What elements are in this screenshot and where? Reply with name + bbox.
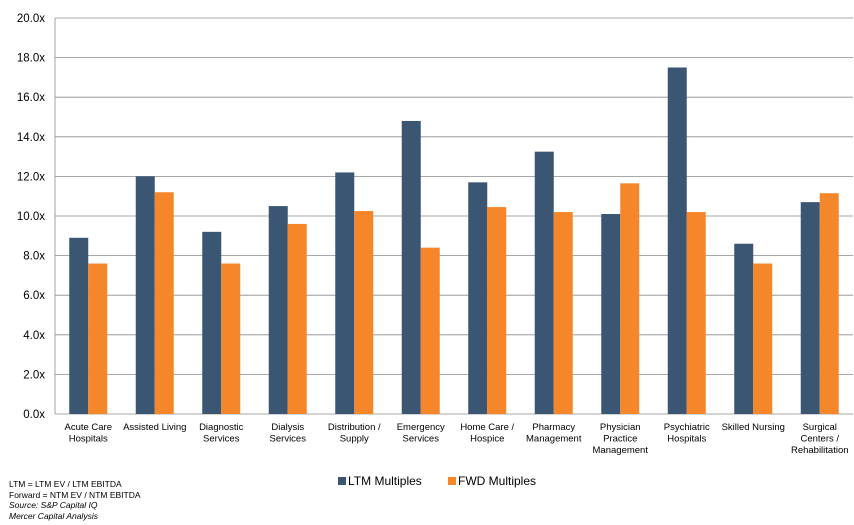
y-tick-label: 16.0x xyxy=(17,92,45,104)
y-tick-label: 12.0x xyxy=(17,171,45,183)
footnote-analysis: Mercer Capital Analysis xyxy=(9,510,98,521)
bar-ltm xyxy=(534,151,554,414)
x-tick-label: Home Care / Hospice xyxy=(460,422,514,445)
y-tick-label: 6.0x xyxy=(23,290,45,302)
bar-fwd xyxy=(620,183,640,414)
bar-fwd xyxy=(686,212,706,414)
bar-fwd xyxy=(553,212,573,414)
bar-ltm xyxy=(202,231,222,414)
bar-ltm xyxy=(601,214,621,414)
bar-ltm xyxy=(667,67,687,414)
footnote-source: Source: S&P Capital IQ xyxy=(9,500,98,510)
legend-swatch-ltm xyxy=(338,477,346,485)
y-tick-label: 10.0x xyxy=(17,211,45,223)
x-tick-label: Pharmacy Management xyxy=(526,422,582,445)
x-tick-label: Physician Practice Management xyxy=(593,422,649,456)
legend-swatch-fwd xyxy=(448,477,456,485)
legend-label-ltm: LTM Multiples xyxy=(348,474,422,488)
y-tick-label: 4.0x xyxy=(23,330,45,342)
bar-fwd xyxy=(221,263,241,414)
bar-fwd xyxy=(88,263,108,414)
y-tick-label: 18.0x xyxy=(17,53,45,65)
bar-fwd xyxy=(287,223,307,414)
y-tick-label: 14.0x xyxy=(17,132,45,144)
x-tick-label: Psychiatric Hospitals xyxy=(664,422,710,445)
bar-ltm xyxy=(734,243,754,414)
y-tick-label: 8.0x xyxy=(23,251,45,263)
x-tick-label: Dialysis Services xyxy=(270,422,307,445)
footnote-forward-definition: Forward = NTM EV / NTM EBITDA xyxy=(9,489,141,500)
x-tick-label: Emergency Services xyxy=(397,422,445,445)
bar-ltm xyxy=(69,237,89,414)
bar-fwd xyxy=(154,192,174,414)
x-tick-label: Assisted Living xyxy=(123,422,186,433)
bar-fwd xyxy=(753,263,773,414)
legend-item-ltm: LTM Multiples xyxy=(338,474,422,488)
bar-fwd xyxy=(487,207,507,414)
x-axis: Acute Care Hospitals Assisted Living Diagno… xyxy=(64,422,848,456)
y-tick-label: 0.0x xyxy=(23,409,45,421)
y-axis: 0.0x 2.0x 4.0x 6.0x 8.0x 10.0x 12.0x 14.0x 16.0x… xyxy=(17,13,56,421)
legend-item-fwd: FWD Multiples xyxy=(448,474,536,488)
footnote-ltm-definition: LTM = LTM EV / LTM EBITDA xyxy=(9,479,122,489)
x-tick-label: Skilled Nursing xyxy=(722,422,785,433)
footnotes: LTM = LTM EV / LTM EBITDA Forward = NTM … xyxy=(9,479,141,521)
x-tick-label: Acute Care Hospitals xyxy=(64,422,112,445)
gridlines xyxy=(55,17,853,415)
bar-fwd xyxy=(354,211,374,414)
x-tick-label: Surgical Centers / Rehabilitation xyxy=(791,422,849,456)
y-tick-label: 2.0x xyxy=(23,369,45,381)
bar-ltm xyxy=(468,182,488,414)
x-tick-label: Diagnostic Services xyxy=(199,422,244,445)
legend-label-fwd: FWD Multiples xyxy=(458,474,537,488)
bar-ltm xyxy=(135,176,155,414)
x-tick-label: Distribution / Supply xyxy=(328,422,381,445)
legend: LTM Multiples FWD Multiples xyxy=(0,474,854,490)
bar-fwd xyxy=(819,193,839,414)
bar-ltm xyxy=(401,120,421,415)
bar-ltm xyxy=(335,172,355,414)
y-tick-label: 20.0x xyxy=(17,13,45,25)
bar-ltm xyxy=(268,206,288,414)
bar-fwd xyxy=(420,247,440,414)
bar-ltm xyxy=(800,202,820,414)
bars xyxy=(69,67,839,415)
